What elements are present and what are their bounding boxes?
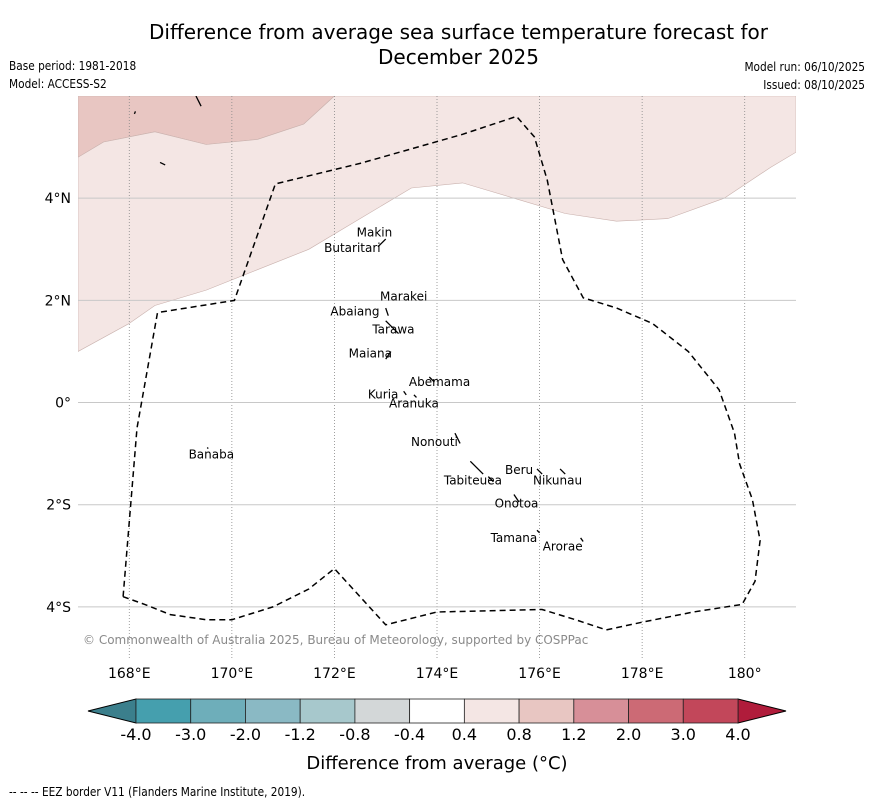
- run-info: Model run: 06/10/2025 Issued: 08/10/2025: [744, 58, 865, 94]
- place-label: Butaritari: [324, 241, 381, 255]
- base-period: Base period: 1981-2018: [9, 59, 137, 73]
- island-outline: [536, 529, 541, 534]
- place-label: Tabiteuea: [443, 473, 502, 487]
- latitude-tick-label: 4°N: [45, 191, 71, 207]
- model-info: Base period: 1981-2018 Model: ACCESS-S2: [9, 57, 136, 93]
- anomaly-region-1: [78, 96, 796, 352]
- island-outline: [133, 111, 137, 115]
- latitude-tick-labels: 4°N 2°N 0° 2°S 4°S: [45, 191, 72, 616]
- place-label: Nikunau: [533, 473, 582, 487]
- island-outline: [385, 351, 392, 360]
- colorbar-bin: [245, 698, 301, 724]
- colorbar-tick-label: 1.2: [561, 725, 586, 744]
- island-outline: [487, 476, 494, 483]
- place-label: Nonouti: [411, 435, 458, 449]
- colorbar-bin: [573, 698, 629, 724]
- island-outline: [536, 468, 543, 475]
- island-outline: [377, 238, 387, 248]
- colorbar-bin: [135, 698, 192, 724]
- eez-legend: -- -- -- EEZ border V11 (Flanders Marine…: [9, 785, 305, 799]
- colorbar-tick-label: 4.0: [725, 725, 750, 744]
- place-label: Tarawa: [371, 323, 414, 337]
- island-outline: [580, 537, 584, 542]
- eez-legend-symbol: -- -- --: [9, 785, 39, 799]
- place-label: Abaiang: [330, 305, 379, 319]
- colorbar-title: Difference from average (°C): [306, 753, 567, 774]
- island-outline: [195, 96, 202, 107]
- island-outline: [428, 376, 435, 383]
- place-label: Maiana: [349, 347, 392, 361]
- latitude-tick-label: 2°S: [46, 498, 71, 514]
- place-label: Kuria: [368, 387, 399, 401]
- eez-legend-text: EEZ border V11 (Flanders Marine Institut…: [41, 785, 306, 799]
- place-label: Aranuka: [389, 397, 439, 411]
- longitude-tick-label: 168°E: [108, 666, 151, 682]
- latitude-tick-label: 2°N: [45, 293, 71, 309]
- chart-title: Difference from average sea surface temp…: [0, 20, 873, 70]
- gridlines: [78, 96, 796, 658]
- island-outlines: [133, 96, 584, 542]
- island-outline: [513, 494, 520, 503]
- colorbar-tick-label: -0.4: [394, 725, 425, 744]
- place-label: Beru: [505, 463, 533, 477]
- island-outline: [159, 161, 166, 166]
- island-outline: [559, 468, 566, 475]
- longitude-tick-label: 174°E: [416, 666, 459, 682]
- issued-date: Issued: 08/10/2025: [763, 78, 865, 92]
- place-label: Abemama: [409, 375, 470, 389]
- anomaly-regions: [78, 96, 796, 352]
- colorbar-under-arrow: [87, 698, 137, 724]
- latitude-tick-label: 0°: [55, 396, 71, 412]
- island-outline: [385, 320, 399, 335]
- longitude-tick-label: 178°E: [621, 666, 664, 682]
- colorbar-tick-label: 3.0: [671, 725, 696, 744]
- colorbar-tick-label: 2.0: [616, 725, 641, 744]
- model-run-date: Model run: 06/10/2025: [744, 60, 865, 74]
- colorbar-tick-label: -2.0: [230, 725, 261, 744]
- eez-border: [122, 115, 761, 631]
- colorbar: -4.0 -3.0 -2.0 -1.2 -0.8 -0.4 0.4 0.8 1.2 2.0 3.0 4…: [87, 698, 787, 774]
- colorbar-tick-label: -1.2: [285, 725, 316, 744]
- title-line-2: December 2025: [378, 45, 539, 69]
- longitude-tick-label: 176°E: [518, 666, 561, 682]
- island-outline: [206, 447, 209, 449]
- longitude-tick-label: 180°: [728, 666, 762, 682]
- place-label: Makin: [357, 226, 393, 240]
- colorbar-bin: [682, 698, 739, 724]
- place-label: Arorae: [543, 540, 583, 554]
- longitude-tick-label: 170°E: [211, 666, 254, 682]
- colorbar-bin: [463, 698, 520, 724]
- colorbar-tick-label: 0.4: [452, 725, 477, 744]
- longitude-tick-label: 172°E: [313, 666, 356, 682]
- colorbar-bin: [190, 698, 246, 724]
- island-outline: [469, 460, 484, 475]
- colorbar-bin: [628, 698, 684, 724]
- copyright-notice: © Commonwealth of Australia 2025, Bureau…: [83, 633, 588, 647]
- colorbar-bin: [409, 698, 465, 724]
- title-line-1: Difference from average sea surface temp…: [148, 20, 768, 44]
- place-label: Tamana: [490, 531, 538, 545]
- place-label: Onotoa: [495, 496, 539, 510]
- island-outline: [385, 307, 389, 316]
- colorbar-bin: [354, 698, 411, 724]
- place-label: Marakei: [380, 289, 427, 303]
- colorbar-tick-label: 0.8: [506, 725, 531, 744]
- island-outline: [413, 394, 417, 398]
- model-name: Model: ACCESS-S2: [9, 77, 107, 91]
- colorbar-bin: [518, 698, 575, 724]
- place-label: Banaba: [189, 448, 235, 462]
- colorbar-tick-label: -4.0: [120, 725, 151, 744]
- longitude-tick-labels: 168°E 170°E 172°E 174°E 176°E 178°E 180°: [108, 666, 762, 682]
- island-outline: [403, 390, 407, 396]
- colorbar-tick-label: -0.8: [339, 725, 370, 744]
- island-outline: [454, 432, 461, 444]
- colorbar-bin: [299, 698, 356, 724]
- colorbar-tick-label: -3.0: [175, 725, 206, 744]
- latitude-tick-label: 4°S: [46, 600, 71, 616]
- colorbar-over-arrow: [737, 698, 787, 724]
